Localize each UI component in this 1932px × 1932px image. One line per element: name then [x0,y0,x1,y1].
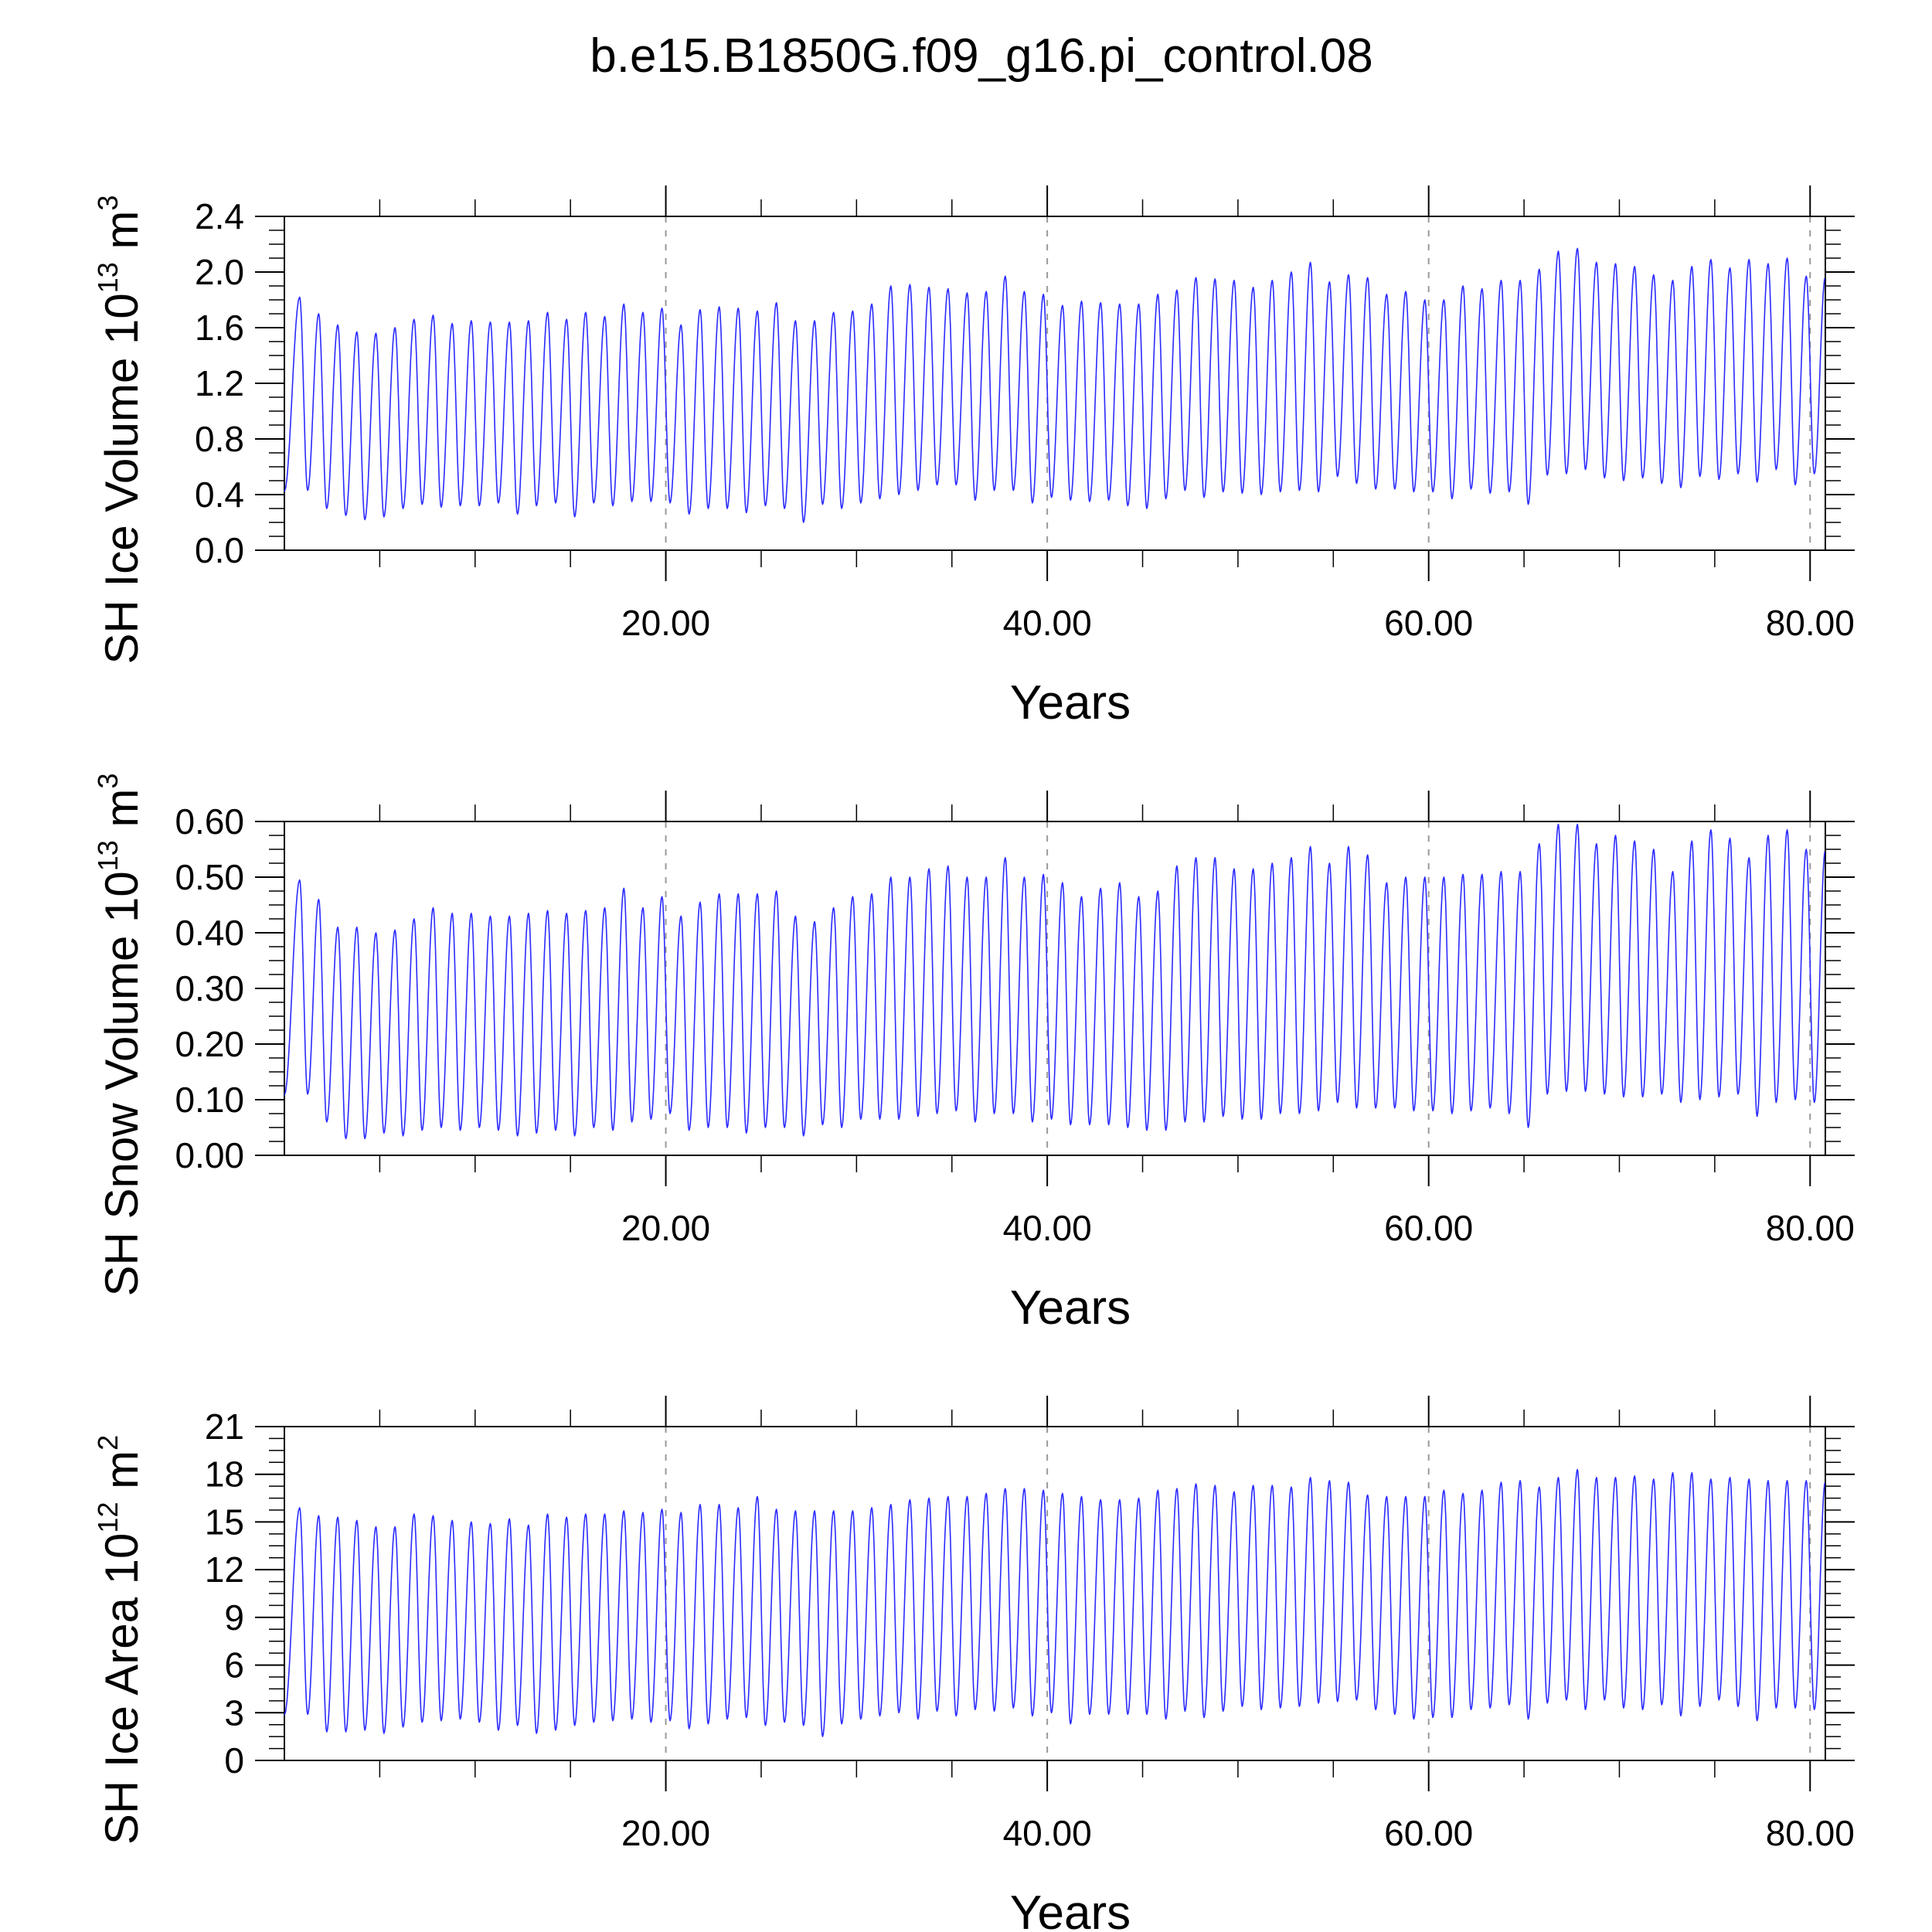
y-tick-label: 0.10 [175,1080,244,1120]
y-tick-label: 12 [205,1549,244,1590]
x-tick-label: 20.00 [621,1813,710,1853]
y-axis-label-unit-exponent: 2 [92,1435,124,1451]
x-tick-label: 60.00 [1384,1208,1473,1248]
x-tick-label: 40.00 [1003,1813,1092,1853]
y-tick-label: 0.8 [195,419,244,459]
series-line-ice_volume [284,247,1825,523]
panel-snow_volume: 0.00 0.10 0.20 0.30 0.40 0.50 0.60 20.00 40.00 60… [92,773,1855,1335]
y-axis-label-text: SH Ice Volume 10 [96,293,148,664]
y-axis-label: SH Snow Volume 1013 m3 [92,773,148,1296]
y-tick-label: 21 [205,1406,244,1447]
x-tick-label: 60.00 [1384,1813,1473,1853]
x-tick-label: 80.00 [1766,1813,1855,1853]
y-tick-label: 0.50 [175,857,244,897]
y-tick-label: 0.00 [175,1135,244,1175]
y-tick-label: 0.40 [175,913,244,953]
y-tick-label: 1.2 [195,363,244,403]
y-axis-label-unit: m [96,789,148,841]
y-axis-label: SH Ice Area 1012 m2 [92,1435,148,1845]
y-axis-label-exponent: 13 [92,840,124,871]
x-axis-label: Years [1010,1886,1131,1932]
y-axis-label-unit-exponent: 3 [92,773,124,788]
y-axis-label-text: SH Ice Area 10 [96,1533,148,1845]
x-tick-label: 20.00 [621,603,710,643]
series-line-ice_area [284,1468,1825,1737]
x-axis-label: Years [1010,1281,1131,1335]
series-line-snow_volume [284,823,1825,1140]
x-tick-label: 40.00 [1003,1208,1092,1248]
y-axis-label-exponent: 12 [92,1502,124,1533]
x-axis-label: Years [1010,676,1131,730]
y-axis-label-exponent: 13 [92,262,124,293]
y-tick-label: 0 [224,1740,244,1781]
y-tick-label: 0.0 [195,530,244,570]
y-tick-label: 1.6 [195,308,244,348]
y-tick-label: 0.30 [175,968,244,1009]
y-axis-label-unit: m [96,1451,148,1502]
y-tick-label: 2.0 [195,252,244,292]
x-tick-label: 80.00 [1766,603,1855,643]
x-tick-label: 60.00 [1384,603,1473,643]
y-tick-label: 0.4 [195,474,244,515]
y-tick-label: 15 [205,1502,244,1542]
panel-ice_area: 0 3 6 9 12 15 18 21 20.00 40.00 60.00 80.00 Years SH … [92,1396,1855,1932]
figure-title: b.e15.B1850G.f09_g16.pi_control.08 [590,29,1372,83]
y-tick-label: 0.60 [175,801,244,842]
y-tick-label: 6 [224,1645,244,1685]
x-tick-label: 40.00 [1003,603,1092,643]
panel-ice_volume: 0.0 0.4 0.8 1.2 1.6 2.0 2.4 20.00 40.00 60.00 80.0… [92,185,1855,730]
y-axis-label-unit: m [96,211,148,263]
y-tick-label: 2.4 [195,196,244,236]
y-axis-label-text: SH Snow Volume 10 [96,871,148,1296]
y-tick-label: 3 [224,1692,244,1733]
x-tick-label: 80.00 [1766,1208,1855,1248]
y-tick-label: 0.20 [175,1024,244,1064]
y-tick-label: 9 [224,1597,244,1638]
y-tick-label: 18 [205,1454,244,1495]
y-axis-label-unit-exponent: 3 [92,196,124,211]
y-axis-label: SH Ice Volume 1013 m3 [92,196,148,665]
x-tick-label: 20.00 [621,1208,710,1248]
